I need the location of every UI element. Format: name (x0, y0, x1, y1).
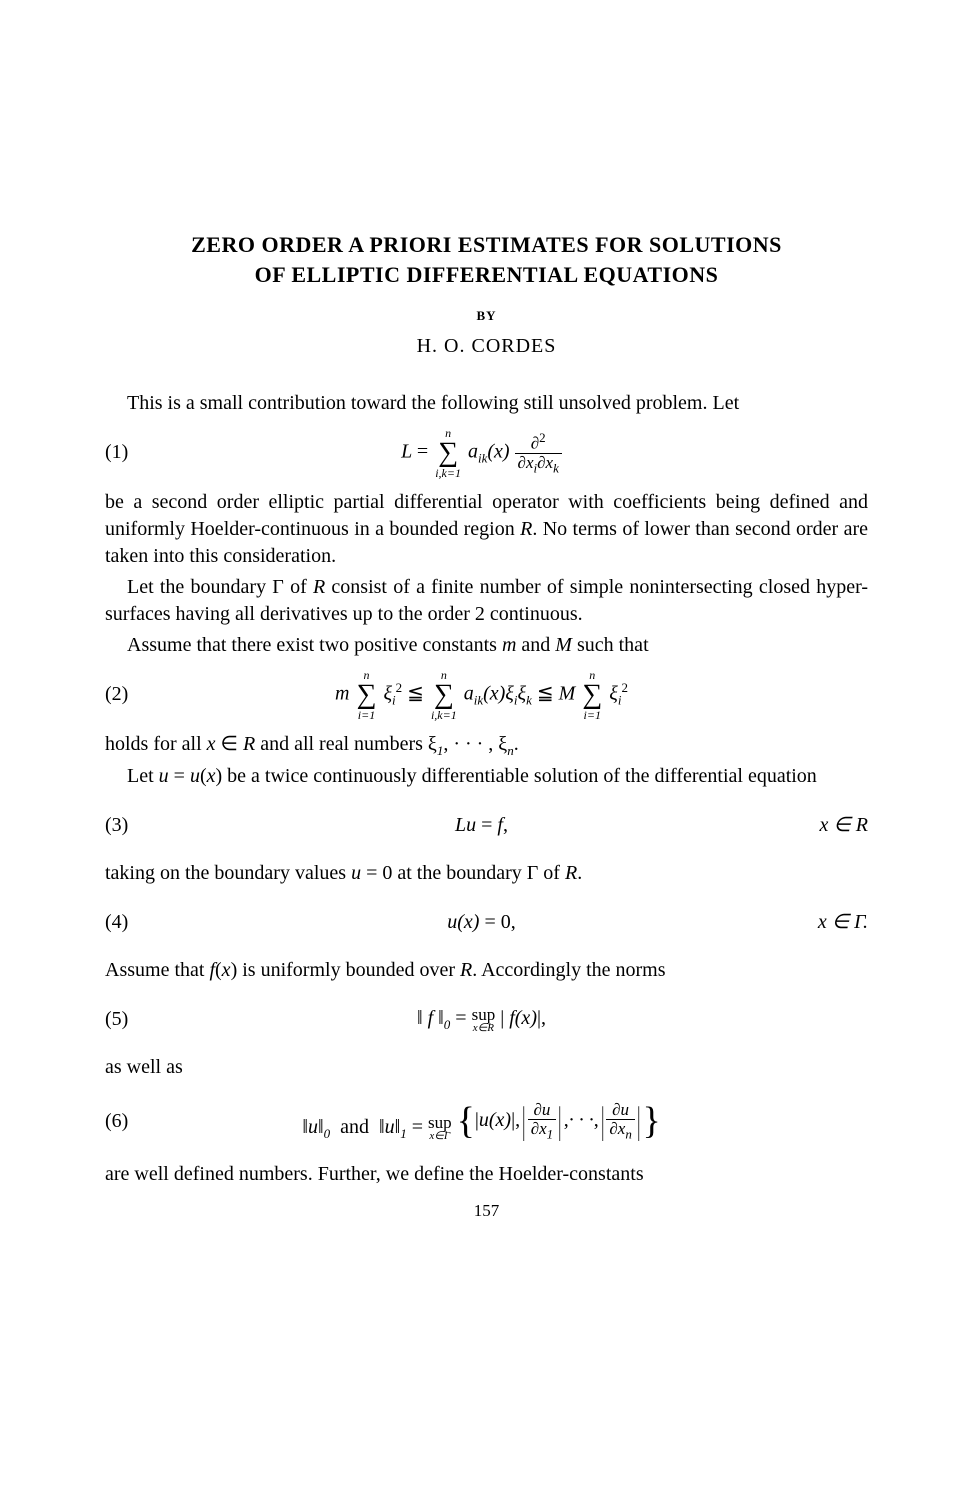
p4M: M (555, 634, 572, 656)
p7b: at the boundary Γ of (392, 862, 565, 884)
paper-title: ZERO ORDER A PRIORI ESTIMATES FOR SOLUTI… (105, 230, 868, 289)
p1-text: This is a small contribution toward the … (127, 392, 739, 414)
eq3-body: Lu = f, (165, 812, 798, 839)
paragraph-5: holds for all x ∈ R and all real numbers… (105, 731, 868, 760)
paragraph-10: are well defined numbers. Further, we de… (105, 1161, 868, 1188)
author-name: H. O. CORDES (105, 333, 868, 360)
p5a: holds for all (105, 733, 207, 755)
p7d: . (577, 862, 582, 884)
p3a: Let the boundary Γ of (127, 576, 313, 598)
p5c: , · · · , ξ (443, 733, 507, 755)
p4end: such that (572, 634, 649, 656)
paragraph-4: Assume that there exist two positive con… (105, 632, 868, 659)
title-line-2: OF ELLIPTIC DIFFERENTIAL EQUATIONS (255, 262, 719, 287)
p7a: taking on the boundary values (105, 862, 351, 884)
equation-4: (4) u(x) = 0, x ∈ Γ. (105, 897, 868, 947)
eq4-right: x ∈ Γ. (798, 909, 868, 936)
paragraph-2: be a second order elliptic partial diffe… (105, 489, 868, 570)
equation-2: (2) m n∑i=1 ξi2 ≦ n∑i,k=1 aik(x)ξiξk ≦ M… (105, 669, 868, 721)
title-line-1: ZERO ORDER A PRIORI ESTIMATES FOR SOLUTI… (191, 232, 782, 257)
p5d: . (514, 733, 519, 755)
eq6-number: (6) (105, 1108, 165, 1135)
eq5-number: (5) (105, 1006, 165, 1033)
page-number: 157 (105, 1200, 868, 1223)
p8b: is uniformly bounded over (237, 959, 460, 981)
paragraph-6: Let u = u(x) be a twice continuously dif… (105, 763, 868, 790)
paragraph-9: as well as (105, 1054, 868, 1081)
p6b: be a twice continuously differentiable s… (222, 765, 817, 787)
by-label: BY (105, 307, 868, 325)
equation-1: (1) L = n∑i,k=1 aik(x) ∂2∂xi∂xk (105, 427, 868, 479)
equation-3: (3) Lu = f, x ∈ R (105, 800, 868, 850)
eq2-body: m n∑i=1 ξi2 ≦ n∑i,k=1 aik(x)ξiξk ≦ M n∑i… (165, 669, 798, 721)
paragraph-3: Let the boundary Γ of R consist of a fin… (105, 574, 868, 628)
eq4-number: (4) (105, 909, 165, 936)
eq2-number: (2) (105, 681, 165, 708)
p7c: R (565, 862, 577, 884)
paragraph-8: Assume that f(x) is uniformly bounded ov… (105, 957, 868, 984)
eq4-body: u(x) = 0, (165, 909, 798, 936)
p8d: . Accordingly the norms (472, 959, 665, 981)
eq3-right: x ∈ R (798, 812, 868, 839)
equation-6: (6) ‖u‖0 and ‖u‖1 = supx∈Γ { |u(x)|, |∂u… (105, 1091, 868, 1151)
eq6-body: ‖u‖0 and ‖u‖1 = supx∈Γ { |u(x)|, |∂u∂x1|… (165, 1101, 798, 1142)
p8c: R (460, 959, 472, 981)
equation-5: (5) ‖ f ‖0 = supx∈R | f(x)|, (105, 994, 868, 1044)
p4a: Assume that there exist two positive con… (127, 634, 502, 656)
eq3-number: (3) (105, 812, 165, 839)
p5b: and all real numbers ξ (255, 733, 437, 755)
p3r: R (313, 576, 325, 598)
eq1-body: L = n∑i,k=1 aik(x) ∂2∂xi∂xk (165, 427, 798, 479)
paragraph-1: This is a small contribution toward the … (105, 390, 868, 417)
p8a: Assume that (105, 959, 209, 981)
p4m: m (502, 634, 516, 656)
eq1-number: (1) (105, 439, 165, 466)
p2r: R (520, 518, 532, 540)
p6a: Let (127, 765, 159, 787)
paragraph-7: taking on the boundary values u = 0 at t… (105, 860, 868, 887)
eq5-body: ‖ f ‖0 = supx∈R | f(x)|, (165, 1005, 798, 1034)
p4and: and (516, 634, 555, 656)
